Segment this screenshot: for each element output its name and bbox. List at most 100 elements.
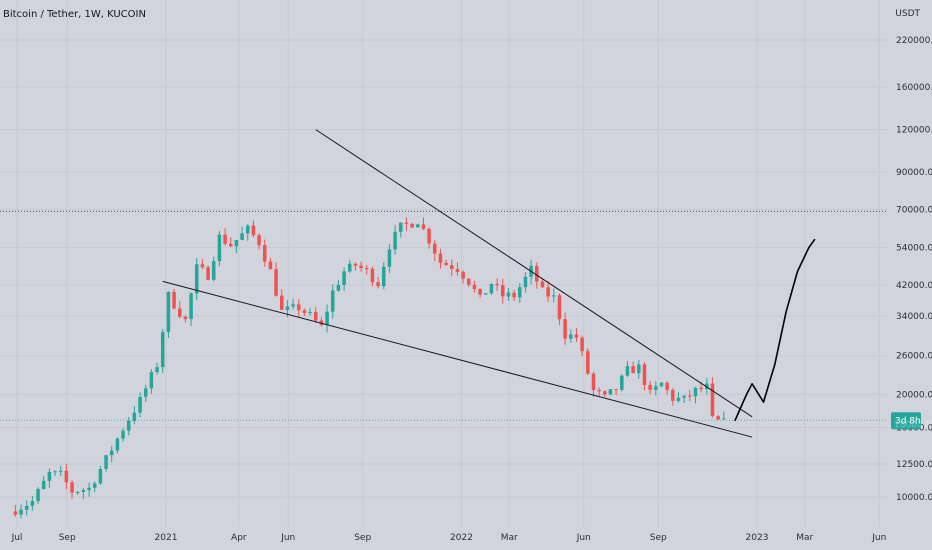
candle-body	[365, 268, 369, 270]
candle-body	[427, 228, 431, 244]
time-axis[interactable]: Jul Sep 2021 Apr Jun Sep 2022 Mar Jun Sep 2023 Mar J…	[11, 533, 887, 543]
candle-body	[716, 416, 720, 420]
candle-body	[688, 395, 692, 397]
candle-body	[189, 293, 193, 320]
candle-body	[569, 334, 573, 339]
candle-body	[257, 235, 261, 246]
candle-body	[625, 366, 630, 376]
candle-body	[455, 268, 460, 272]
trendlines	[162, 129, 753, 438]
candle-body	[472, 284, 477, 289]
candle-body	[648, 384, 652, 390]
y-tick-label: 10000.0	[896, 493, 932, 503]
x-tick-label: 2022	[450, 533, 473, 543]
candle-body	[308, 312, 312, 314]
candle-body	[268, 261, 273, 270]
y-tick-label: 120000.0	[896, 126, 932, 136]
candle-body	[682, 395, 686, 398]
candle-body	[359, 265, 363, 269]
candle-body	[603, 391, 607, 395]
candle-body	[115, 438, 120, 451]
candle-body	[98, 468, 103, 484]
candle-body	[126, 420, 131, 431]
candle-body	[58, 470, 63, 472]
candle-body	[285, 306, 290, 310]
horizontal-levels	[0, 210, 888, 421]
candle-body	[489, 283, 494, 294]
y-tick-label: 26000.0	[896, 352, 932, 362]
candle-body	[262, 245, 267, 262]
candle-body	[234, 239, 239, 247]
y-tick-label: 220000.0	[896, 36, 932, 46]
price-badge-box	[891, 412, 921, 430]
y-tick-label: 20000.0	[896, 391, 932, 401]
candle-body	[291, 304, 295, 307]
candle-body	[19, 509, 23, 515]
y-tick-label: 160000.0	[896, 83, 932, 93]
x-tick-label: Jun	[280, 533, 295, 543]
candle-body	[495, 283, 499, 286]
x-tick-label: Sep	[59, 533, 76, 543]
candle-body	[172, 291, 176, 309]
candle-body	[444, 262, 448, 266]
y-tick-label: 42000.0	[896, 281, 932, 291]
x-tick-label: Mar	[796, 533, 813, 543]
candle-body	[206, 267, 210, 280]
candle-body	[75, 492, 80, 494]
candle-body	[166, 291, 171, 332]
candle-body	[608, 389, 613, 395]
price-badge: 18000.0 3d 8h	[891, 412, 931, 430]
candle-body	[70, 482, 74, 493]
y-tick-label: 70000.0	[896, 205, 932, 215]
candle-body	[143, 388, 148, 397]
candle-body	[121, 430, 125, 439]
candle-body	[194, 264, 199, 294]
price-badge-label: 3d 8h	[895, 416, 921, 426]
candle-body	[659, 382, 664, 387]
candles	[13, 217, 726, 519]
candle-body	[467, 278, 471, 285]
candle-body	[330, 290, 335, 312]
candle-body	[552, 295, 556, 297]
candle-body	[693, 387, 698, 397]
candle-body	[251, 225, 256, 236]
candle-body	[211, 261, 216, 280]
candle-body	[546, 287, 550, 297]
candle-body	[183, 316, 188, 320]
candle-body	[155, 367, 159, 373]
candle-body	[410, 223, 414, 228]
projection-line	[734, 238, 816, 422]
candle-body	[637, 364, 641, 374]
x-tick-label: Sep	[650, 533, 667, 543]
candle-body	[313, 312, 318, 321]
candle-body	[654, 386, 658, 390]
candle-body	[353, 263, 358, 266]
candle-body	[450, 265, 454, 269]
candle-body	[160, 331, 165, 368]
candle-body	[416, 224, 420, 228]
x-tick-label: 2023	[746, 533, 769, 543]
candle-body	[421, 224, 426, 229]
x-tick-label: Jun	[871, 533, 886, 543]
candle-body	[631, 366, 635, 374]
candle-body	[47, 471, 52, 481]
candle-body	[370, 268, 375, 283]
candle-body	[149, 372, 154, 389]
candle-body	[64, 470, 69, 483]
candle-body	[245, 225, 250, 234]
candle-body	[348, 263, 352, 272]
candle-body	[382, 266, 386, 287]
candle-body	[81, 490, 86, 493]
candle-body	[574, 334, 579, 338]
candle-body	[512, 292, 516, 298]
candle-body	[438, 253, 443, 263]
candle-body	[387, 249, 392, 267]
candle-body	[404, 222, 409, 224]
candle-body	[177, 308, 182, 317]
x-tick-label: Mar	[501, 533, 518, 543]
candle-body	[523, 276, 528, 288]
candle-body	[325, 311, 329, 326]
candle-body	[376, 282, 380, 287]
